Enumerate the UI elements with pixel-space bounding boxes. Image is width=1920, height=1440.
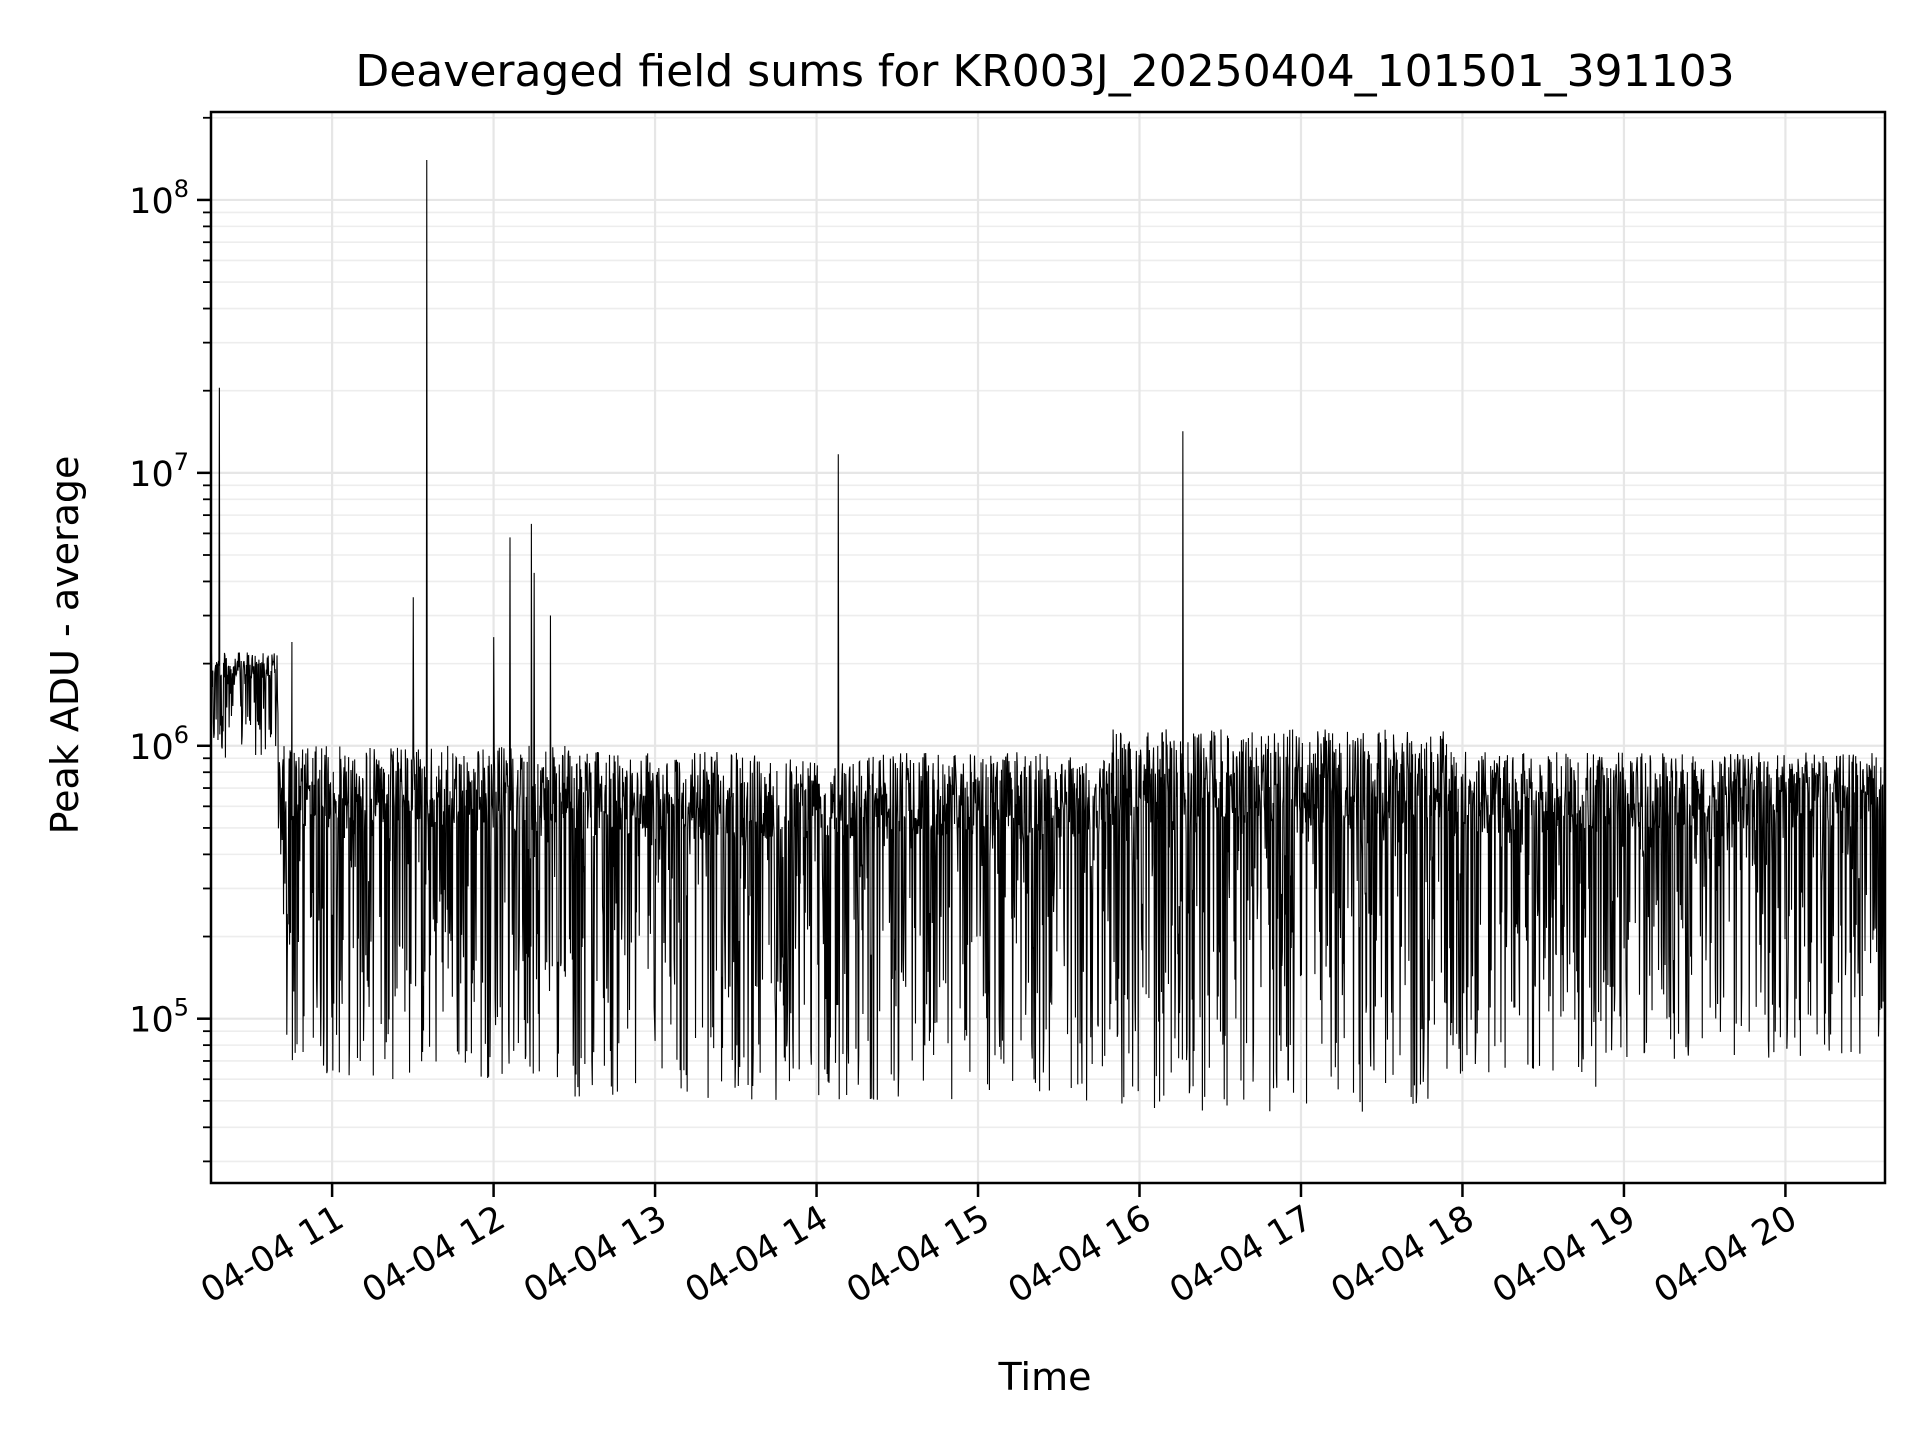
- y-axis-label: Peak ADU - average: [43, 456, 87, 835]
- plot-frame: [209, 110, 1887, 1185]
- y-tick-label: 106: [129, 721, 189, 768]
- grid: [211, 112, 1885, 1183]
- x-tick-label: 04-04 13: [517, 1198, 673, 1311]
- x-tick-label: 04-04 17: [1163, 1198, 1319, 1311]
- x-tick-label: 04-04 19: [1486, 1198, 1642, 1311]
- x-tick-label: 04-04 20: [1648, 1198, 1804, 1311]
- y-tick-label: 105: [129, 994, 189, 1041]
- x-tick-label: 04-04 14: [679, 1198, 835, 1311]
- chart-title: Deaveraged field sums for KR003J_2025040…: [355, 46, 1734, 97]
- y-tick-label: 108: [129, 175, 189, 222]
- x-tick-label: 04-04 15: [840, 1198, 996, 1311]
- x-tick-label: 04-04 11: [194, 1198, 350, 1311]
- x-tick-label: 04-04 18: [1325, 1198, 1481, 1311]
- x-tick-label: 04-04 12: [356, 1198, 512, 1311]
- y-tick-label: 107: [129, 448, 189, 495]
- series-line: [210, 160, 1886, 1112]
- x-axis-label: Time: [998, 1355, 1092, 1399]
- x-tick-label: 04-04 16: [1002, 1198, 1158, 1311]
- y-axis: 105 106 107 108: [129, 116, 211, 1163]
- x-axis: 04-04 11 04-04 12 04-04 13 04-04 14 04-04 15…: [194, 1183, 1804, 1311]
